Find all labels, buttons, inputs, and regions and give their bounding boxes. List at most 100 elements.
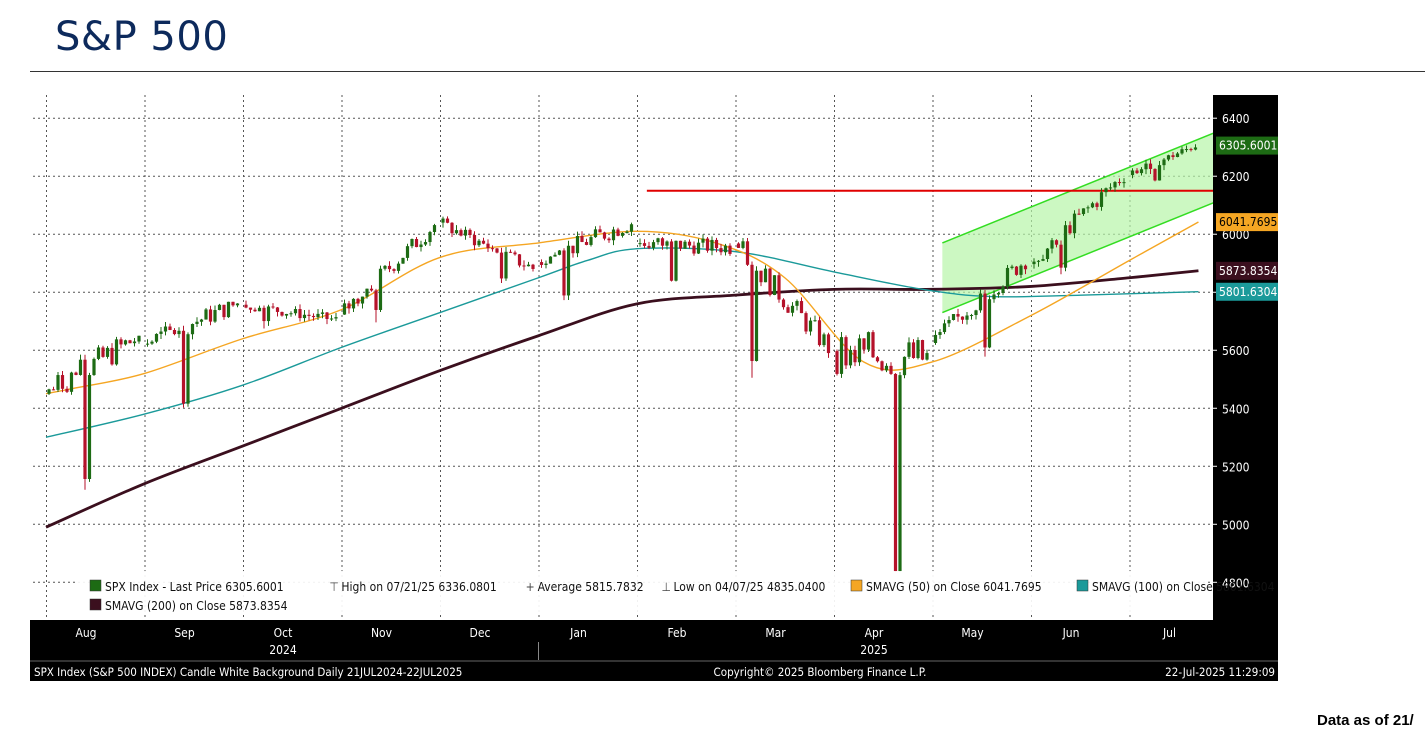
candle-body: [383, 265, 387, 269]
candle-body: [123, 340, 128, 345]
candle-body: [602, 232, 607, 239]
candle-body: [580, 235, 584, 242]
candle-body: [181, 330, 186, 404]
candle-body: [960, 316, 965, 320]
candle-body: [432, 225, 437, 233]
candle-body: [1139, 169, 1144, 174]
candle-body: [145, 343, 150, 345]
candle-body: [1072, 213, 1077, 234]
candle-body: [298, 309, 302, 319]
candle-body: [969, 315, 974, 317]
candle-body: [593, 229, 598, 238]
candle-body: [1184, 149, 1189, 151]
candle-body: [468, 229, 472, 236]
y-tick-label: 5000: [1222, 518, 1250, 532]
legend-entry: SMAVG (100) on Close 5801.6304: [1092, 580, 1275, 594]
candle-body: [790, 305, 795, 313]
candle-body: [154, 333, 159, 342]
candle-body: [665, 241, 669, 246]
candle-body: [1054, 240, 1059, 245]
candle-body: [548, 256, 553, 264]
candle-body: [862, 338, 866, 350]
candle-body: [683, 241, 687, 249]
legend-symbol: ⊥: [662, 580, 671, 594]
data-as-of-footnote: Data as of 21/: [1317, 712, 1414, 729]
candle-body: [992, 294, 996, 300]
candle-body: [638, 243, 642, 245]
candle-body: [351, 298, 356, 309]
candle-body: [47, 389, 51, 394]
candle-body: [208, 309, 213, 322]
candle-body: [656, 238, 660, 243]
x-tick-label: Jul: [1162, 626, 1176, 640]
candle-body: [799, 301, 804, 314]
x-year-label: 2025: [860, 643, 887, 657]
candle-body: [423, 242, 428, 245]
candle-body: [1019, 265, 1023, 275]
candle-body: [414, 239, 419, 248]
candle-body: [781, 299, 786, 308]
candle-body: [907, 342, 911, 357]
candle-body: [374, 290, 378, 310]
candle-body: [1086, 207, 1090, 209]
candle-body: [826, 334, 831, 354]
candle-body: [768, 268, 772, 295]
candle-body: [835, 351, 839, 374]
candle-body: [544, 263, 548, 265]
candle-body: [280, 311, 284, 316]
y-tick-label: 6200: [1222, 170, 1250, 184]
candle-body: [1166, 155, 1171, 160]
candle-body: [360, 296, 365, 304]
candle-body: [589, 237, 593, 245]
x-tick-label: May: [961, 626, 984, 640]
x-axis-panel: [30, 620, 1278, 681]
candle-body: [575, 235, 580, 254]
candle-body: [669, 241, 674, 281]
candle-body: [248, 307, 253, 310]
candle-body: [786, 307, 790, 313]
candle-body: [186, 334, 190, 404]
candle-body: [745, 241, 750, 265]
page-title: S&P 500: [55, 14, 229, 60]
candle-body: [893, 373, 898, 572]
candle-body: [625, 231, 629, 233]
legend-swatch: [1076, 579, 1089, 592]
candle-body: [817, 320, 822, 346]
candle-body: [266, 306, 271, 322]
candle-body: [920, 340, 925, 360]
candle-body: [392, 269, 396, 271]
candle-body: [244, 304, 248, 308]
candle-body: [163, 326, 168, 332]
candle-body: [763, 268, 768, 283]
y-tick-label: 5200: [1222, 460, 1250, 474]
candle-body: [1045, 248, 1050, 260]
candle-body: [620, 232, 625, 236]
candle-body: [83, 359, 87, 479]
candle-body: [204, 309, 208, 320]
candle-body: [1001, 286, 1005, 294]
candle-body: [1068, 225, 1072, 234]
candle-body: [557, 250, 562, 255]
x-tick-label: Oct: [274, 626, 293, 640]
candle-body: [490, 248, 495, 250]
legend-entry: Low on 04/07/25 4835.0400: [674, 580, 826, 594]
candle-body: [334, 317, 338, 319]
candle-body: [1014, 266, 1019, 275]
candle-body: [253, 309, 257, 312]
x-tick-label: Mar: [765, 626, 786, 640]
candle-body: [1130, 170, 1135, 176]
candle-body: [60, 375, 65, 389]
candle-body: [481, 240, 486, 244]
candle-body: [875, 357, 880, 362]
candle-body: [69, 372, 74, 392]
candle-body: [978, 293, 983, 311]
candle-body: [101, 347, 105, 357]
candle-body: [356, 298, 360, 304]
y-tick-label: 4800: [1222, 576, 1250, 590]
legend-box: [76, 571, 1206, 615]
candle-body: [499, 252, 504, 279]
candle-body: [880, 361, 884, 371]
value-tag-label: 6041.7695: [1219, 215, 1277, 229]
candle-body: [508, 251, 513, 253]
candle-body: [1189, 149, 1193, 151]
